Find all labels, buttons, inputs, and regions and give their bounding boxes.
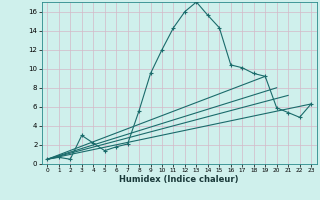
X-axis label: Humidex (Indice chaleur): Humidex (Indice chaleur) <box>119 175 239 184</box>
